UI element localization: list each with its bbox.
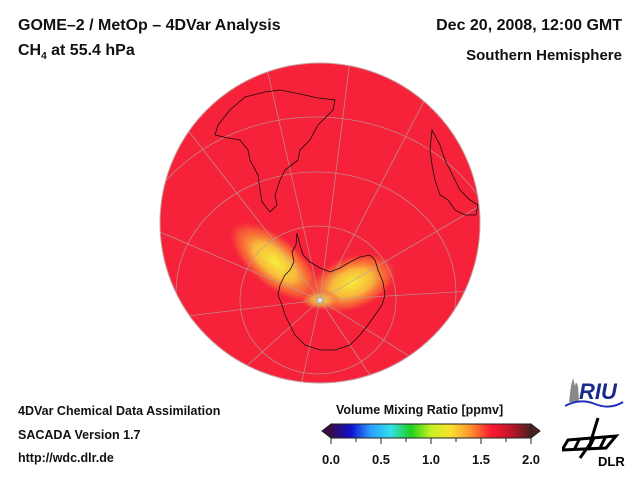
river-icon	[565, 400, 624, 408]
colorbar-tick-label: 1.5	[471, 452, 491, 467]
enhancement-region-west	[227, 219, 323, 305]
colorbar-tick-label: 2.0	[521, 452, 541, 467]
species-name: CH	[18, 42, 42, 59]
coastline-africa	[429, 128, 479, 216]
meridian	[299, 299, 321, 383]
colorbar-tick-label: 0.5	[371, 452, 391, 467]
coastline-south-america	[214, 89, 336, 213]
riu-logo-text: RIU	[579, 379, 618, 404]
meridian	[160, 229, 321, 301]
meridian	[319, 199, 480, 301]
colorbar-under-arrow	[321, 422, 332, 440]
dlr-logo: DLR	[562, 417, 625, 468]
meridian	[179, 119, 321, 301]
pressure-level: at 55.4 hPa	[46, 42, 135, 59]
latitude-circle	[160, 116, 480, 383]
meridian	[319, 289, 480, 301]
colorbar	[321, 422, 541, 444]
cathedral-icon	[569, 378, 579, 402]
coastline-antarctica	[277, 232, 386, 351]
footer-system: 4DVar Chemical Data Assimilation	[18, 404, 221, 418]
globe-background	[160, 63, 480, 383]
dlr-logo-text: DLR	[598, 454, 625, 468]
meridian	[264, 63, 321, 301]
analysis-date: Dec 20, 2008, 12:00 GMT	[436, 17, 622, 34]
species-subscript: 4	[41, 51, 47, 63]
colorbar-over-arrow	[530, 422, 541, 440]
dlr-aircraft-icon	[562, 417, 620, 459]
map-subtitle: CH4 at 55.4 hPa	[18, 42, 135, 62]
footer-version: SACADA Version 1.7	[18, 428, 141, 442]
hemisphere-label: Southern Hemisphere	[466, 47, 622, 64]
south-pole-marker	[316, 296, 324, 304]
colorbar-title: Volume Mixing Ratio [ppmv]	[336, 403, 504, 417]
riu-logo: RIU	[565, 378, 624, 408]
colorbar-tick-label: 1.0	[421, 452, 441, 467]
meridian	[319, 89, 431, 301]
globe-outline	[159, 62, 481, 384]
colorbar-tick-label: 0.0	[321, 452, 341, 467]
latitude-circle	[239, 225, 397, 375]
colorbar-scale	[330, 423, 532, 439]
meridian	[319, 63, 351, 301]
map-title: GOME–2 / MetOp – 4DVar Analysis	[18, 17, 281, 34]
footer-url[interactable]: http://wdc.dlr.de	[18, 451, 114, 465]
globe	[160, 63, 480, 383]
